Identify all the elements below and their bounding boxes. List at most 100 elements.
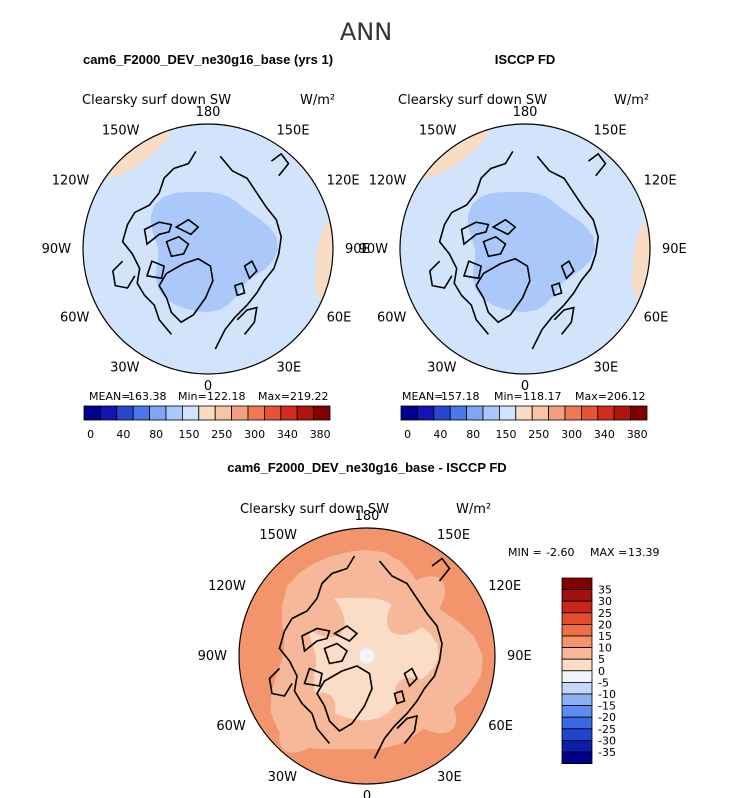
colorbar-swatch (613, 405, 632, 421)
stat-max-value-diff: 13.39 (628, 546, 660, 559)
colorbar-swatch (630, 405, 648, 421)
field-rim-0 (422, 128, 488, 178)
colorbar-swatch (561, 589, 593, 602)
colorbar-tick: 0 (598, 665, 605, 678)
lon-label: 150W (419, 123, 457, 138)
colorbar-model: 0 40 80 150 250 300 340 380 (83, 405, 331, 441)
lon-label: 30E (437, 770, 462, 785)
stat-min-label-obs: Min= (494, 390, 523, 403)
colorbar-tick: 10 (598, 642, 612, 655)
colorbar-swatch (247, 405, 265, 421)
stat-mean-label-model: MEAN= (89, 390, 130, 403)
colorbar-swatch (564, 405, 582, 421)
colorbar-swatch (561, 693, 593, 707)
field-patch-0 (387, 576, 446, 635)
colorbar-swatch (214, 405, 232, 421)
colorbar-tick: 380 (627, 428, 648, 441)
colorbar-swatch (561, 577, 593, 591)
stat-max-label-diff: MAX = (590, 546, 627, 559)
colorbar-tick: -5 (598, 676, 609, 689)
colorbar-tick: -15 (598, 700, 616, 713)
panel-title-obs: ISCCP FD (495, 52, 555, 67)
colorbar-swatch (531, 405, 550, 421)
panel-diff: cam6_F2000_DEV_ne30g16_base - ISCCP FD C… (198, 460, 660, 798)
variable-label-diff: Clearsky surf down SW (240, 502, 389, 517)
colorbar-swatch (561, 716, 593, 730)
lon-label: 120E (644, 174, 677, 189)
colorbar-tick: 300 (244, 428, 265, 441)
colorbar-tick: 250 (528, 428, 549, 441)
colorbar-swatch (263, 405, 282, 421)
colorbar-swatch (515, 405, 533, 421)
colorbar-swatch (561, 682, 593, 695)
lon-labels-model: 180 150E 120E 90E 60E 30E 0 30W 60W 90W 120W 150W (42, 105, 370, 394)
lon-label: 60W (216, 719, 246, 734)
colorbar-tick: 150 (179, 428, 200, 441)
colorbar-tick: 40 (433, 428, 447, 441)
colorbar-swatch (561, 751, 593, 765)
colorbar-tick: -10 (598, 688, 616, 701)
lon-label: 30W (110, 361, 140, 376)
lon-label: 150E (594, 123, 627, 138)
lon-label: 150W (102, 123, 140, 138)
stat-max-value-model: 219.22 (290, 390, 329, 403)
lon-label: 30W (427, 361, 457, 376)
field-rim-0 (105, 128, 171, 178)
units-label-diff: W/m² (456, 502, 491, 517)
colorbar-swatch (416, 405, 435, 421)
map-boundary-obs (399, 123, 651, 375)
stat-min-label-model: Min= (178, 390, 207, 403)
colorbar-tick: 0 (87, 428, 94, 441)
stat-min-value-model: 122.18 (207, 390, 246, 403)
lon-label: 60W (60, 311, 90, 326)
lon-label: 60E (644, 311, 669, 326)
colorbar-tick: -30 (598, 734, 616, 747)
colorbar-swatch (561, 635, 593, 649)
field-pole-patch (359, 648, 375, 664)
colorbar-tick: 30 (598, 595, 612, 608)
colorbar-swatch (83, 405, 101, 421)
stat-max-value-obs: 206.12 (607, 390, 646, 403)
lon-label: 0 (204, 379, 212, 394)
colorbar-swatch (561, 670, 593, 683)
page-title: ANN (340, 18, 392, 46)
lon-label: 90E (507, 649, 532, 664)
colorbar-swatch (198, 405, 216, 421)
map-field-diff (239, 528, 495, 784)
field-patch-2 (279, 692, 336, 753)
panel-model: cam6_F2000_DEV_ne30g16_base (yrs 1) Clea… (42, 52, 370, 441)
lon-label: 60E (488, 719, 513, 734)
lon-label: 180 (196, 105, 221, 120)
colorbar-tick: 300 (561, 428, 582, 441)
colorbar-swatch (482, 405, 500, 421)
colorbar-swatch (231, 405, 249, 421)
colorbar-swatch (313, 405, 331, 421)
colorbar-swatch (561, 600, 593, 614)
colorbar-tick: 80 (149, 428, 163, 441)
lon-label: 90E (662, 242, 687, 257)
colorbar-tick: 150 (496, 428, 517, 441)
colorbar-tick: -35 (598, 746, 616, 759)
colorbar-swatch (561, 728, 593, 741)
map-field-model (83, 124, 333, 374)
colorbar-swatch (548, 405, 566, 421)
lon-label: 30E (594, 361, 619, 376)
colorbar-tick: 35 (598, 584, 612, 597)
stat-min-label-diff: MIN = (508, 546, 542, 559)
colorbar-tick: 380 (310, 428, 331, 441)
colorbar-tick: -25 (598, 723, 616, 736)
map-boundary-model (82, 123, 334, 375)
colorbar-swatch (581, 405, 599, 421)
lon-label: 120E (327, 174, 360, 189)
lon-label: 150E (437, 528, 470, 543)
colorbar-swatch (561, 612, 593, 625)
field-patch-3 (285, 579, 345, 638)
lon-label: 0 (521, 379, 529, 394)
map-field-obs (400, 124, 650, 374)
colorbar-obs: 0 40 80 150 250 300 340 380 (400, 405, 648, 441)
colorbar-swatch (280, 405, 298, 421)
colorbar-swatch (498, 405, 517, 421)
lon-label: 90W (359, 242, 389, 257)
stat-mean-value-obs: 157.18 (441, 390, 480, 403)
